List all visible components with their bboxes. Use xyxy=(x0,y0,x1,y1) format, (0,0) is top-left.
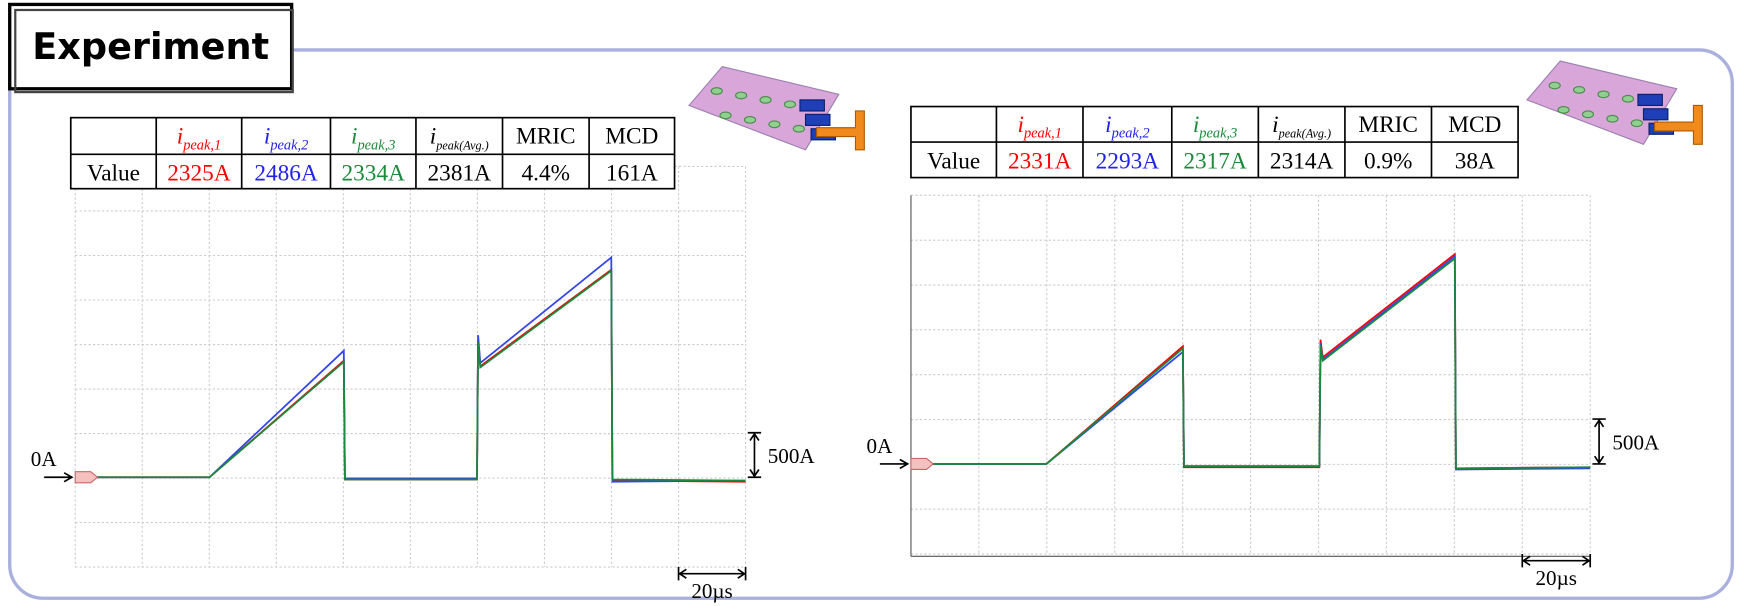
symbol: i xyxy=(351,124,357,150)
pcb-hole xyxy=(1621,94,1635,103)
time-scale: 20µs xyxy=(691,579,732,603)
pcb-hole xyxy=(735,91,748,100)
scale-bar xyxy=(677,567,747,581)
row-label: Value xyxy=(927,149,980,175)
panel: ipeak,1 ipeak,2 ipeak,3 ipeak(Avg.) MRIC MCDV… xyxy=(31,65,865,603)
scale-bar xyxy=(1521,554,1592,568)
scale-bar xyxy=(747,431,762,479)
pcb-hole xyxy=(783,100,797,109)
pcb-hole xyxy=(759,96,772,104)
table-value: 0.9% xyxy=(1364,149,1413,175)
title: Experiment xyxy=(32,25,269,68)
table-header: MCD xyxy=(605,124,658,150)
table-header: ipeak,3 xyxy=(1193,112,1237,142)
pcb-busbar xyxy=(816,110,865,151)
subscript: peak,3 xyxy=(356,137,395,153)
table-value: 4.4% xyxy=(522,160,571,186)
table-value: 2331A xyxy=(1008,149,1072,175)
scale-bar xyxy=(1592,418,1606,465)
arrow xyxy=(879,458,910,470)
amplitude-scale: 500A xyxy=(1612,430,1660,454)
pcb-hole xyxy=(768,120,781,129)
ground-marker xyxy=(74,471,99,484)
table-value: 2334A xyxy=(342,160,406,186)
pcb-hole xyxy=(1557,105,1570,114)
symbol: i xyxy=(264,124,270,150)
pcb-hole xyxy=(1630,119,1643,128)
pcb-busbar xyxy=(1654,104,1703,145)
symbol: i xyxy=(1193,112,1199,138)
ground-marker xyxy=(910,457,935,471)
subscript: peak,2 xyxy=(1111,126,1150,142)
title-box xyxy=(8,2,294,91)
pcb-hole xyxy=(792,124,805,133)
amplitude-scale: 500A xyxy=(768,444,816,468)
subscript: peak,1 xyxy=(182,137,221,153)
subscript: peak(Avg.) xyxy=(435,138,488,152)
table-value: 2293A xyxy=(1096,149,1160,175)
waveform xyxy=(75,269,746,482)
pcb-hole xyxy=(1581,110,1595,119)
pcb-hole xyxy=(743,115,757,124)
table-border xyxy=(69,116,676,190)
table-header: ipeak,3 xyxy=(351,124,395,154)
waveform xyxy=(910,256,1591,470)
pcb-hole xyxy=(719,111,732,120)
table-header: MRIC xyxy=(1358,112,1418,138)
pcb-hole xyxy=(1548,81,1561,90)
pcb-module xyxy=(1637,93,1663,106)
table-header: MRIC xyxy=(516,124,576,150)
symbol: i xyxy=(177,124,183,150)
arrow xyxy=(44,472,74,483)
table-value: 161A xyxy=(606,160,658,186)
pcb-hole xyxy=(1573,86,1586,94)
pcb-hole xyxy=(1606,114,1619,123)
pcb-hole xyxy=(710,87,723,95)
table-header: MCD xyxy=(1448,112,1501,138)
table-value: 2486A xyxy=(254,160,318,186)
subscript: peak(Avg.) xyxy=(1278,127,1331,141)
symbol: i xyxy=(1105,112,1111,138)
table-header: ipeak,2 xyxy=(1105,112,1149,142)
table-header: ipeak,1 xyxy=(177,124,221,154)
pcb-module xyxy=(1642,108,1669,121)
title-shadow xyxy=(14,8,294,94)
subscript: peak,2 xyxy=(269,137,308,153)
pcb-hole xyxy=(1597,90,1610,99)
table-value: 2317A xyxy=(1183,149,1247,175)
pcb-module xyxy=(804,113,831,126)
table-header: ipeak(Avg.) xyxy=(1272,112,1331,141)
subscript: peak,1 xyxy=(1023,126,1062,142)
symbol: i xyxy=(1017,112,1023,138)
table-value: 38A xyxy=(1455,149,1495,175)
symbol: i xyxy=(430,124,436,150)
table-header: ipeak(Avg.) xyxy=(430,124,489,153)
table-value: 2325A xyxy=(167,160,231,186)
pcb-module xyxy=(799,99,825,112)
symbol: i xyxy=(1272,112,1278,138)
table-header: ipeak,1 xyxy=(1017,112,1061,142)
table-value: 2314A xyxy=(1270,149,1334,175)
time-scale: 20µs xyxy=(1536,566,1577,590)
table-value: 2381A xyxy=(428,160,492,186)
panel: ipeak,1 ipeak,2 ipeak,3 ipeak(Avg.) MRIC MCDV… xyxy=(867,60,1703,590)
row-label: Value xyxy=(87,160,140,186)
subscript: peak,3 xyxy=(1198,126,1237,142)
table-header: ipeak,2 xyxy=(264,124,308,154)
zero-label: 0A xyxy=(31,447,58,471)
zero-label: 0A xyxy=(867,434,894,458)
